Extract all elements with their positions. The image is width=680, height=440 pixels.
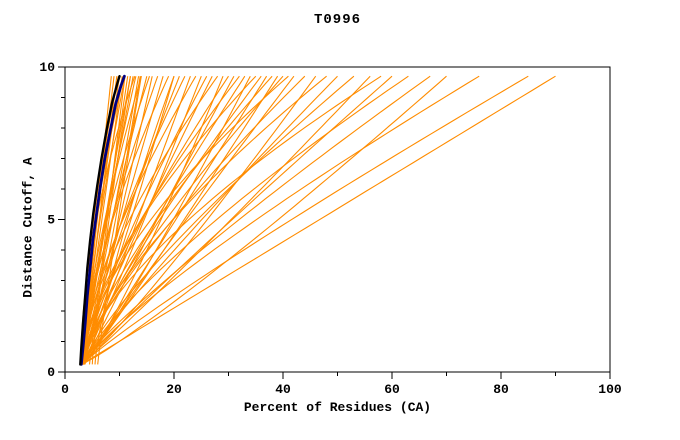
x-axis-label: Percent of Residues (CA) — [243, 400, 432, 415]
svg-text:100: 100 — [598, 382, 622, 397]
svg-text:10: 10 — [39, 60, 55, 75]
svg-text:80: 80 — [493, 382, 509, 397]
svg-text:40: 40 — [275, 382, 291, 397]
svg-text:60: 60 — [384, 382, 400, 397]
svg-text:0: 0 — [47, 365, 55, 380]
chart-title: T0996 — [313, 12, 361, 28]
svg-text:20: 20 — [166, 382, 182, 397]
svg-text:0: 0 — [61, 382, 69, 397]
svg-text:5: 5 — [47, 213, 55, 228]
